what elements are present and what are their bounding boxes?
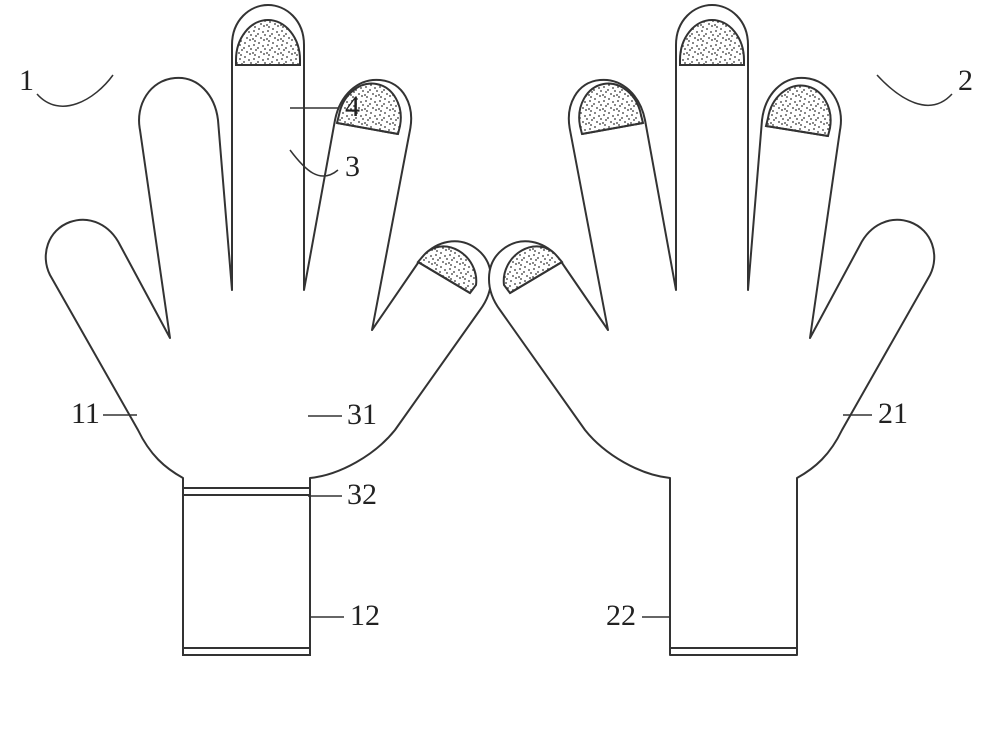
left-glove xyxy=(46,5,491,655)
right-glove xyxy=(489,5,934,655)
left-cuff-band xyxy=(183,488,310,495)
label-L22: 22 xyxy=(606,599,636,632)
left-cuff-bottom-band xyxy=(183,648,310,655)
left-cuff-body xyxy=(183,495,310,648)
label-L4: 4 xyxy=(345,90,360,123)
label-L32: 32 xyxy=(347,478,377,511)
label-L1: 1 xyxy=(19,64,34,97)
label-L3: 3 xyxy=(345,150,360,183)
label-L12: 12 xyxy=(350,599,380,632)
leader-L2 xyxy=(877,75,952,105)
label-L21: 21 xyxy=(878,397,908,430)
leader-L1 xyxy=(37,75,113,106)
right-hand-outline xyxy=(489,5,934,655)
patent-figure: 1234111221223132 xyxy=(0,0,1000,733)
label-L2: 2 xyxy=(958,64,973,97)
label-L11: 11 xyxy=(71,397,100,430)
label-L31: 31 xyxy=(347,398,377,431)
